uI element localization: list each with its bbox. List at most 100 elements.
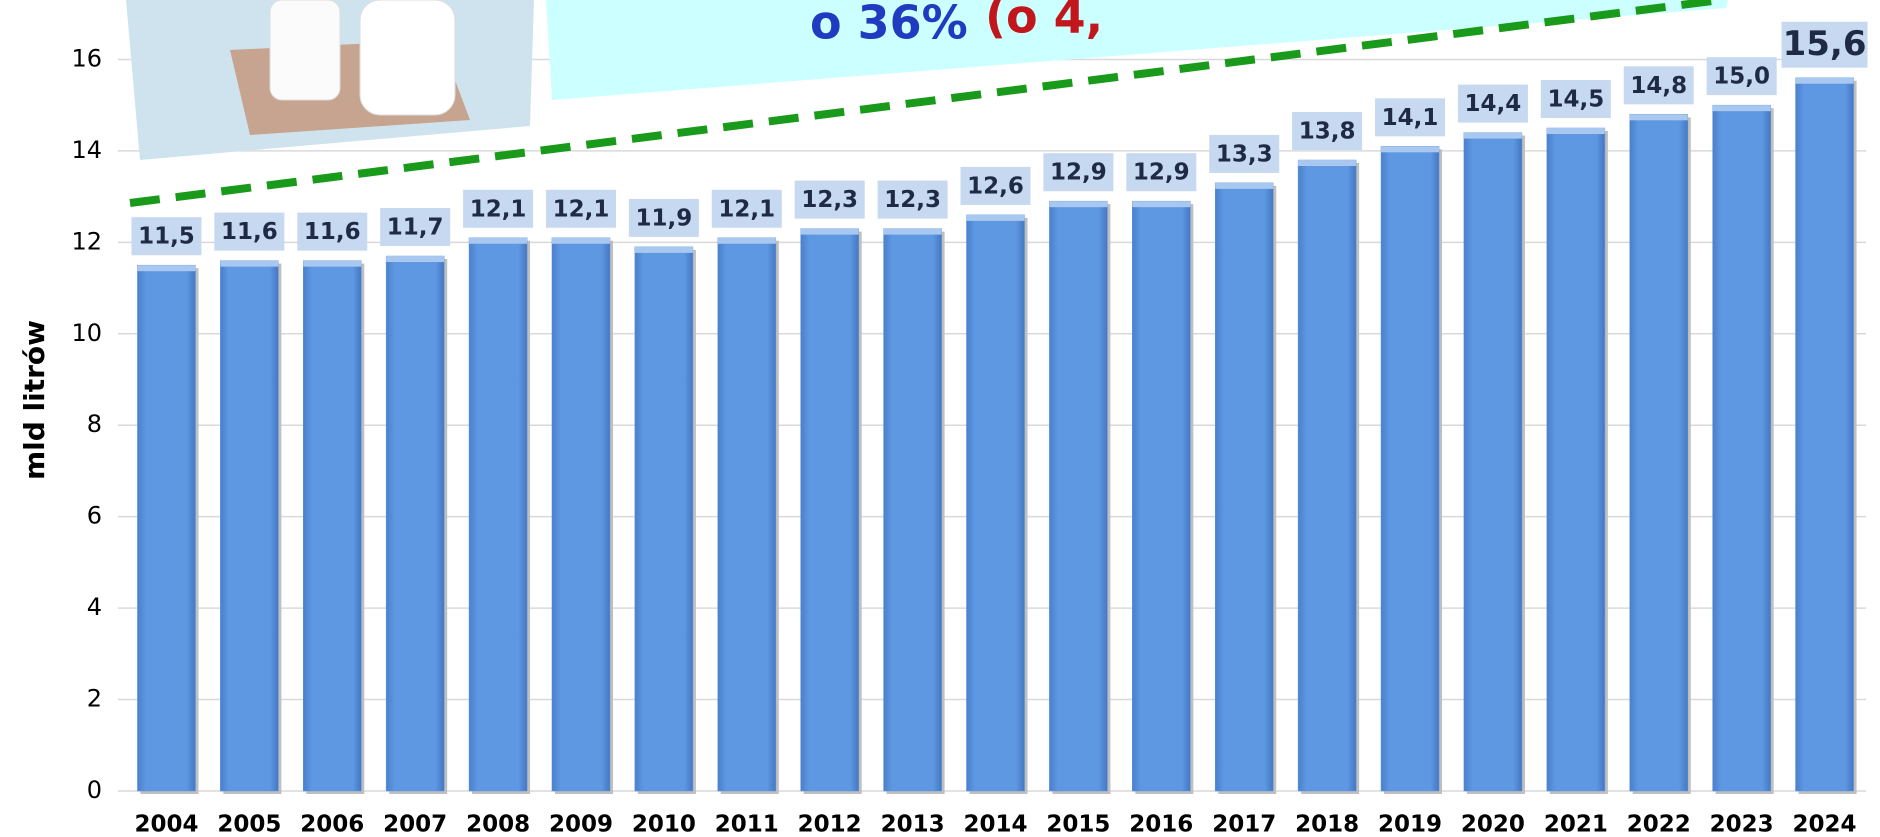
y-tick-label: 6 bbox=[87, 502, 102, 530]
y-tick-label: 14 bbox=[71, 136, 102, 164]
data-label-box bbox=[1623, 66, 1694, 105]
data-label: 14,8 bbox=[1630, 73, 1687, 99]
data-label-box bbox=[1457, 84, 1528, 123]
bar bbox=[1380, 146, 1440, 792]
bar-cap bbox=[966, 214, 1025, 221]
bar-cap bbox=[1049, 201, 1108, 208]
x-tick-label: 2008 bbox=[466, 812, 530, 837]
data-label: 13,3 bbox=[1216, 141, 1273, 167]
data-label-box bbox=[877, 180, 948, 219]
data-label-box bbox=[380, 208, 451, 247]
bar bbox=[1463, 132, 1523, 792]
bar bbox=[1049, 200, 1108, 792]
bar-cap bbox=[1546, 128, 1605, 135]
photo bbox=[126, 0, 534, 160]
data-label: 12,9 bbox=[1133, 160, 1190, 186]
x-tick-label: 2006 bbox=[300, 812, 364, 837]
x-tick-label: 2014 bbox=[963, 812, 1027, 837]
y-tick-label: 4 bbox=[87, 593, 102, 621]
data-label: 15,6 bbox=[1783, 24, 1867, 64]
bar bbox=[220, 260, 279, 792]
data-label-box bbox=[794, 180, 865, 219]
bar bbox=[551, 237, 611, 792]
y-tick-label: 16 bbox=[71, 44, 102, 72]
data-label-box bbox=[131, 217, 202, 256]
bar bbox=[1132, 200, 1191, 792]
data-label: 12,3 bbox=[801, 187, 858, 213]
trend-line bbox=[129, 0, 1721, 207]
data-label: 13,8 bbox=[1299, 119, 1356, 145]
x-tick-label: 2019 bbox=[1378, 812, 1442, 837]
annotation: (o 4, bbox=[985, 0, 1103, 44]
x-tick-label: 2020 bbox=[1461, 812, 1525, 837]
bar bbox=[800, 228, 859, 792]
x-tick-label: 2007 bbox=[383, 812, 447, 837]
y-tick-label: 12 bbox=[71, 227, 102, 255]
data-label-box bbox=[1706, 57, 1777, 96]
bar bbox=[717, 237, 777, 792]
bar-cap bbox=[1215, 182, 1274, 189]
data-label-box bbox=[297, 212, 368, 251]
x-tick-label: 2016 bbox=[1129, 812, 1193, 837]
data-label-box bbox=[1043, 153, 1114, 192]
bar-cap bbox=[1463, 132, 1522, 139]
bar bbox=[634, 246, 694, 792]
x-tick-label: 2023 bbox=[1710, 812, 1774, 837]
data-label-box bbox=[1375, 98, 1446, 137]
x-tick-label: 2011 bbox=[715, 812, 779, 837]
bar bbox=[1214, 182, 1274, 792]
annotation-box bbox=[546, 0, 1728, 100]
x-tick-label: 2009 bbox=[549, 812, 613, 837]
y-tick-label: 2 bbox=[87, 685, 102, 713]
y-tick-label: 10 bbox=[71, 319, 102, 347]
data-label-box bbox=[545, 189, 616, 228]
bar-cap bbox=[469, 237, 528, 244]
y-tick-label: 0 bbox=[87, 776, 102, 804]
bar bbox=[468, 237, 528, 792]
bar-cap bbox=[1629, 114, 1688, 121]
bar bbox=[1795, 77, 1854, 792]
bar-cap bbox=[1712, 105, 1771, 112]
annotation: o 36% bbox=[810, 0, 968, 50]
bar-cap bbox=[717, 237, 776, 244]
data-label: 15,0 bbox=[1713, 64, 1770, 90]
bar bbox=[1629, 114, 1689, 792]
bar-cap bbox=[800, 228, 859, 235]
data-label: 11,7 bbox=[387, 215, 444, 241]
data-label: 11,5 bbox=[138, 224, 195, 250]
data-label: 12,6 bbox=[967, 173, 1024, 199]
bar bbox=[966, 214, 1025, 792]
data-label-box bbox=[463, 189, 534, 228]
bar-cap bbox=[386, 256, 445, 263]
x-tick-label: 2021 bbox=[1544, 812, 1608, 837]
bar bbox=[385, 255, 445, 792]
data-label: 12,1 bbox=[718, 196, 775, 222]
bar bbox=[1546, 127, 1606, 792]
x-tick-label: 2015 bbox=[1046, 812, 1110, 837]
y-tick-label: 8 bbox=[87, 410, 102, 438]
bar-cap bbox=[634, 246, 693, 253]
data-label-box bbox=[960, 166, 1031, 205]
bar bbox=[137, 264, 196, 792]
data-label-box bbox=[1781, 21, 1868, 68]
bar-cap bbox=[137, 265, 196, 272]
x-tick-label: 2017 bbox=[1212, 812, 1276, 837]
data-label-box bbox=[214, 212, 285, 251]
bar bbox=[1297, 159, 1357, 792]
bar-cap bbox=[220, 260, 279, 267]
data-label: 12,3 bbox=[884, 187, 941, 213]
x-tick-label: 2024 bbox=[1793, 812, 1857, 837]
data-label: 11,9 bbox=[636, 205, 693, 231]
x-tick-label: 2010 bbox=[632, 812, 696, 837]
data-label: 12,1 bbox=[553, 196, 610, 222]
data-label-box bbox=[1540, 80, 1611, 119]
bar-cap bbox=[551, 237, 610, 244]
bar-cap bbox=[303, 260, 362, 267]
y-axis-label: mld litrów bbox=[18, 320, 51, 480]
data-label-box bbox=[1292, 112, 1363, 151]
x-tick-label: 2012 bbox=[798, 812, 862, 837]
data-label: 14,5 bbox=[1547, 87, 1604, 113]
bar-cap bbox=[1381, 146, 1440, 153]
data-label: 14,1 bbox=[1382, 105, 1439, 131]
